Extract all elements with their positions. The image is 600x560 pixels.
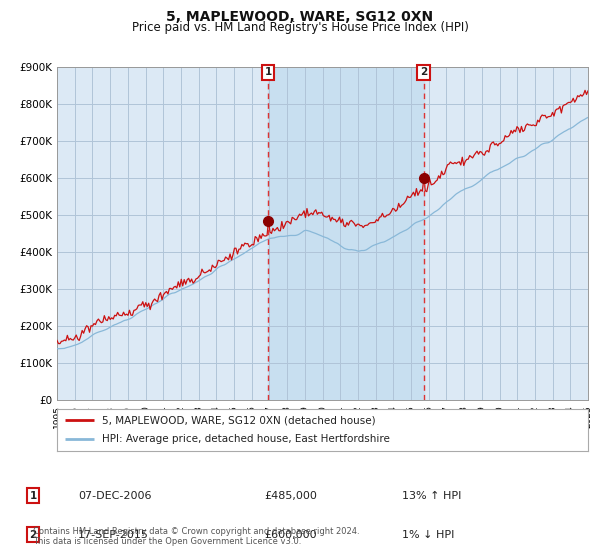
- Text: 1: 1: [265, 67, 272, 77]
- Text: Price paid vs. HM Land Registry's House Price Index (HPI): Price paid vs. HM Land Registry's House …: [131, 21, 469, 34]
- Text: 1: 1: [29, 491, 37, 501]
- Text: 13% ↑ HPI: 13% ↑ HPI: [402, 491, 461, 501]
- Text: Contains HM Land Registry data © Crown copyright and database right 2024.
This d: Contains HM Land Registry data © Crown c…: [33, 526, 359, 546]
- Text: 5, MAPLEWOOD, WARE, SG12 0XN (detached house): 5, MAPLEWOOD, WARE, SG12 0XN (detached h…: [102, 415, 376, 425]
- Text: 2: 2: [420, 67, 427, 77]
- Text: 17-SEP-2015: 17-SEP-2015: [78, 530, 149, 540]
- Text: 07-DEC-2006: 07-DEC-2006: [78, 491, 151, 501]
- Bar: [268, 67, 424, 400]
- Text: £485,000: £485,000: [264, 491, 317, 501]
- Text: 2: 2: [29, 530, 37, 540]
- Text: 1% ↓ HPI: 1% ↓ HPI: [402, 530, 454, 540]
- Text: £600,000: £600,000: [264, 530, 317, 540]
- Text: 5, MAPLEWOOD, WARE, SG12 0XN: 5, MAPLEWOOD, WARE, SG12 0XN: [166, 10, 434, 24]
- Text: HPI: Average price, detached house, East Hertfordshire: HPI: Average price, detached house, East…: [102, 435, 390, 445]
